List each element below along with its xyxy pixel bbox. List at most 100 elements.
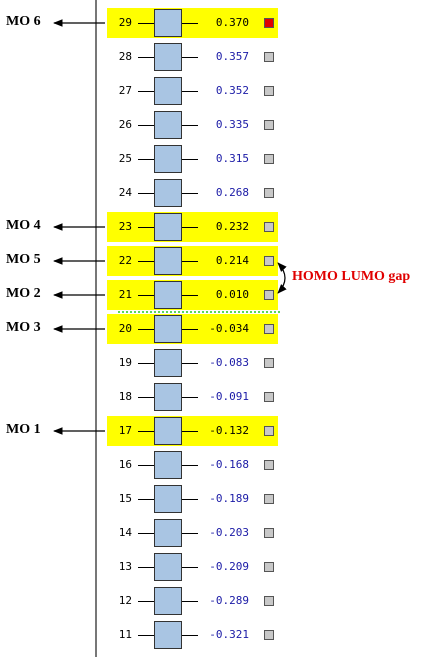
orbital-index: 14: [118, 526, 132, 539]
occupied-orbital-box[interactable]: [154, 621, 182, 649]
orbital-energy: -0.168: [209, 458, 249, 471]
orbital-select-square[interactable]: [264, 120, 274, 130]
orbital-index: 17: [118, 424, 132, 437]
empty-orbital-box[interactable]: [154, 111, 182, 139]
orbital-tick-left: [138, 329, 154, 330]
orbital-index: 24: [118, 186, 132, 199]
orbital-energy: -0.132: [209, 424, 249, 437]
orbital-tick-right: [182, 261, 198, 262]
orbital-energy: -0.203: [209, 526, 249, 539]
empty-orbital-box[interactable]: [154, 213, 182, 241]
orbital-energy: 0.357: [215, 50, 249, 63]
occupied-orbital-box[interactable]: [154, 315, 182, 343]
orbital-select-square[interactable]: [264, 154, 274, 164]
empty-orbital-box[interactable]: [154, 145, 182, 173]
homo-lumo-gap-label: HOMO LUMO gap: [292, 269, 411, 284]
orbital-tick-left: [138, 397, 154, 398]
orbital-energy: 0.315: [215, 152, 249, 165]
orbital-select-square[interactable]: [264, 460, 274, 470]
occupied-orbital-box[interactable]: [154, 485, 182, 513]
orbital-index: 21: [118, 288, 132, 301]
orbital-select-square[interactable]: [264, 392, 274, 402]
orbital-select-square[interactable]: [264, 358, 274, 368]
orbital-tick-left: [138, 431, 154, 432]
orbital-energy: 0.010: [215, 288, 249, 301]
orbital-tick-right: [182, 465, 198, 466]
orbital-index: 29: [118, 16, 132, 29]
occupied-orbital-box[interactable]: [154, 451, 182, 479]
orbital-select-square[interactable]: [264, 596, 274, 606]
mo-label: MO 2: [6, 286, 41, 301]
orbital-select-square[interactable]: [264, 188, 274, 198]
orbital-select-square[interactable]: [264, 86, 274, 96]
mo-label: MO 3: [6, 320, 41, 335]
orbital-tick-right: [182, 635, 198, 636]
orbital-select-square[interactable]: [264, 222, 274, 232]
empty-orbital-box[interactable]: [154, 9, 182, 37]
occupied-orbital-box[interactable]: [154, 553, 182, 581]
orbital-select-square[interactable]: [264, 562, 274, 572]
orbital-tick-right: [182, 23, 198, 24]
orbital-index: 18: [118, 390, 132, 403]
orbital-tick-left: [138, 91, 154, 92]
mo-label: MO 5: [6, 252, 41, 267]
orbital-tick-right: [182, 193, 198, 194]
orbital-select-square[interactable]: [264, 528, 274, 538]
orbital-index: 28: [118, 50, 132, 63]
orbital-index: 11: [118, 628, 132, 641]
orbital-tick-right: [182, 329, 198, 330]
orbital-tick-right: [182, 397, 198, 398]
empty-orbital-box[interactable]: [154, 43, 182, 71]
orbital-select-square[interactable]: [264, 494, 274, 504]
orbital-index: 25: [118, 152, 132, 165]
orbital-tick-left: [138, 635, 154, 636]
occupied-orbital-box[interactable]: [154, 519, 182, 547]
empty-orbital-box[interactable]: [154, 247, 182, 275]
orbital-tick-left: [138, 125, 154, 126]
mo-label: MO 1: [6, 422, 41, 437]
orbital-tick-right: [182, 431, 198, 432]
orbital-index: 15: [118, 492, 132, 505]
orbital-index: 23: [118, 220, 132, 233]
orbital-tick-left: [138, 601, 154, 602]
orbital-tick-left: [138, 499, 154, 500]
orbital-tick-left: [138, 295, 154, 296]
mo-label: MO 4: [6, 218, 41, 233]
orbital-select-square[interactable]: [264, 290, 274, 300]
orbital-tick-right: [182, 363, 198, 364]
orbital-tick-right: [182, 227, 198, 228]
orbital-index: 19: [118, 356, 132, 369]
orbital-tick-right: [182, 125, 198, 126]
orbital-tick-right: [182, 499, 198, 500]
empty-orbital-box[interactable]: [154, 179, 182, 207]
occupied-orbital-box[interactable]: [154, 349, 182, 377]
occupied-orbital-box[interactable]: [154, 383, 182, 411]
orbital-energy: 0.352: [215, 84, 249, 97]
empty-orbital-box[interactable]: [154, 77, 182, 105]
orbital-select-square[interactable]: [264, 324, 274, 334]
orbital-tick-left: [138, 193, 154, 194]
orbital-index: 12: [118, 594, 132, 607]
orbital-energy: 0.214: [215, 254, 249, 267]
mo-label: MO 6: [6, 14, 41, 29]
orbital-tick-right: [182, 57, 198, 58]
orbital-tick-left: [138, 533, 154, 534]
selected-orbital-square[interactable]: [264, 18, 274, 28]
orbital-tick-right: [182, 533, 198, 534]
orbital-index: 16: [118, 458, 132, 471]
orbital-select-square[interactable]: [264, 52, 274, 62]
occupied-orbital-box[interactable]: [154, 587, 182, 615]
orbital-energy: -0.209: [209, 560, 249, 573]
orbital-energy: 0.268: [215, 186, 249, 199]
orbital-index: 20: [118, 322, 132, 335]
occupied-orbital-box[interactable]: [154, 281, 182, 309]
orbital-select-square[interactable]: [264, 426, 274, 436]
occupied-orbital-box[interactable]: [154, 417, 182, 445]
orbital-index: 26: [118, 118, 132, 131]
orbital-select-square[interactable]: [264, 630, 274, 640]
orbital-energy: -0.083: [209, 356, 249, 369]
orbital-energy: -0.321: [209, 628, 249, 641]
orbital-energy: 0.370: [215, 16, 249, 29]
orbital-select-square[interactable]: [264, 256, 274, 266]
orbital-energy: -0.091: [209, 390, 249, 403]
